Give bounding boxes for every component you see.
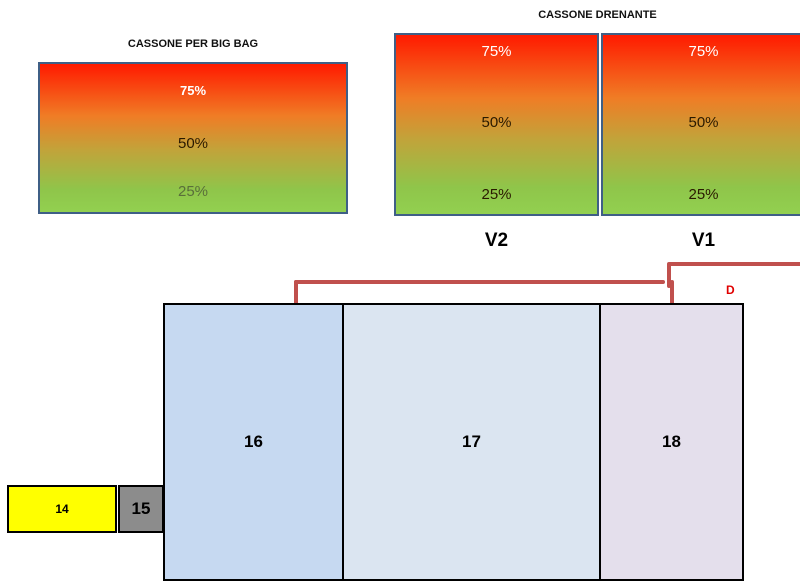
bigbag-tank: 75% 50% 25% <box>38 62 348 214</box>
feed-line <box>667 262 800 288</box>
drenante-tank-v1: 75% 50% 25% <box>601 33 800 216</box>
v2-level-75: 75% <box>481 43 512 60</box>
v1-label: V1 <box>691 230 716 251</box>
box-15: 15 <box>118 485 164 533</box>
drenante-title: CASSONE DRENANTE <box>538 9 657 21</box>
v1-level-75: 75% <box>688 43 719 60</box>
v2-label: V2 <box>484 230 509 251</box>
bigbag-title: CASSONE PER BIG BAG <box>127 38 259 50</box>
bigbag-level-50: 50% <box>177 135 209 152</box>
v2-level-50: 50% <box>481 114 512 131</box>
v1-level-50: 50% <box>688 114 719 131</box>
v1-level-25: 25% <box>688 186 719 203</box>
v2-level-25: 25% <box>481 186 512 203</box>
drenante-tank-v2: 75% 50% 25% <box>394 33 599 216</box>
marker-d: D <box>726 283 735 297</box>
zone-16: 16 <box>163 303 344 581</box>
bigbag-level-25: 25% <box>177 183 209 200</box>
zone-17: 17 <box>342 303 601 581</box>
box-14: 14 <box>7 485 117 533</box>
bigbag-level-75: 75% <box>179 83 207 98</box>
zone-18: 18 <box>599 303 744 581</box>
